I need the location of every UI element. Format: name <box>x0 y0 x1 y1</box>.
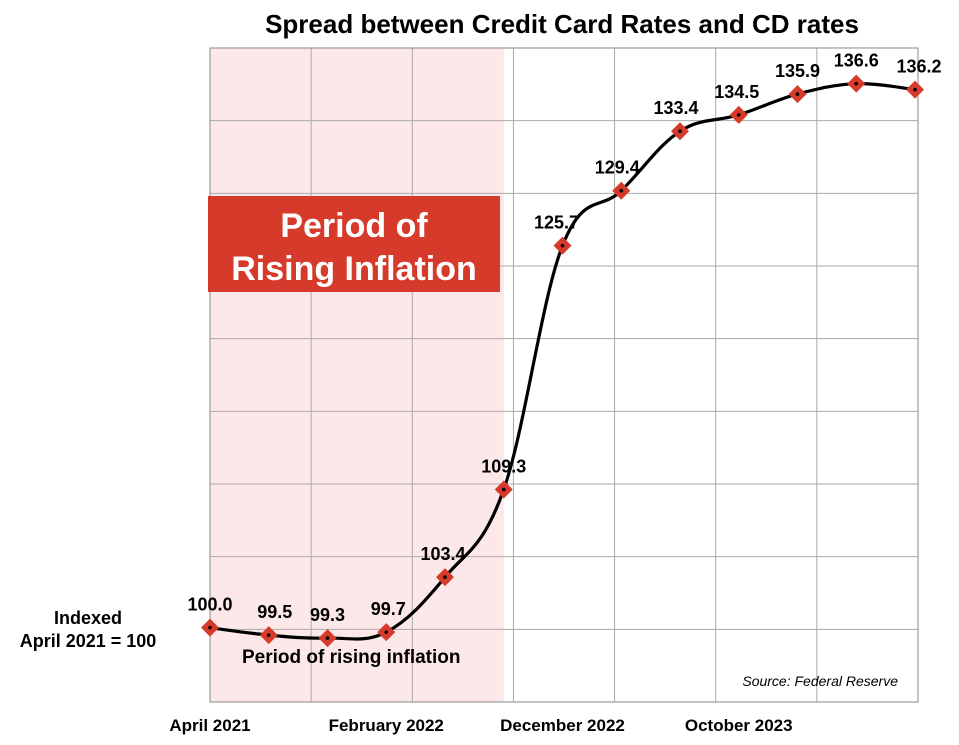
data-point-dot <box>854 81 859 86</box>
chart-title: Spread between Credit Card Rates and CD … <box>265 9 859 39</box>
callout-box <box>208 196 500 292</box>
callout-line-1: Period of <box>280 207 428 245</box>
data-label: 109.3 <box>481 456 526 476</box>
data-label: 125.7 <box>534 213 579 233</box>
x-tick-label: October 2023 <box>685 716 793 735</box>
data-label: 134.5 <box>714 82 759 102</box>
spread-index-line <box>209 82 916 641</box>
data-point-dot <box>208 625 212 630</box>
source-note: Source: Federal Reserve <box>742 673 898 689</box>
data-point-dot <box>795 92 800 96</box>
data-point-dot <box>325 636 330 640</box>
data-markers <box>201 74 924 648</box>
data-label: 136.2 <box>896 57 941 77</box>
data-label: 100.0 <box>187 595 232 615</box>
data-label: 135.9 <box>775 61 820 81</box>
data-label: 129.4 <box>595 158 640 178</box>
data-point-dot <box>266 633 271 637</box>
x-tick-labels: April 2021 February 2022 December 2022 Octo… <box>169 716 792 735</box>
data-point-dot <box>619 188 624 193</box>
data-point-dot <box>384 630 389 634</box>
x-tick-label: February 2022 <box>329 716 444 735</box>
data-label: 99.7 <box>371 599 406 619</box>
inflation-period-shading <box>210 48 504 702</box>
data-point-dot <box>560 243 565 248</box>
data-label: 136.6 <box>834 51 879 71</box>
data-label: 99.3 <box>310 605 345 625</box>
index-label-line-1: Indexed <box>54 608 122 628</box>
rising-inflation-callout: Period of Rising Inflation <box>208 196 500 292</box>
data-point-dot <box>443 575 447 579</box>
data-labels: 100.0 99.5 99.3 99.7 103.4 109.3 125.7 129.4 133… <box>187 51 941 625</box>
plot-frame <box>209 47 919 703</box>
data-label: 133.4 <box>653 98 698 118</box>
index-label-line-2: April 2021 = 100 <box>20 631 157 651</box>
data-point-dot <box>501 487 506 492</box>
x-tick-label: April 2021 <box>169 716 250 735</box>
data-label: 99.5 <box>257 602 292 622</box>
data-point-dot <box>736 113 741 117</box>
callout-line-2: Rising Inflation <box>231 250 477 288</box>
shaded-region-note: Period of rising inflation <box>242 647 461 668</box>
data-label: 103.4 <box>420 544 465 564</box>
data-point-dot <box>678 129 682 134</box>
x-tick-label: December 2022 <box>500 716 625 735</box>
data-point-dot <box>913 87 917 92</box>
